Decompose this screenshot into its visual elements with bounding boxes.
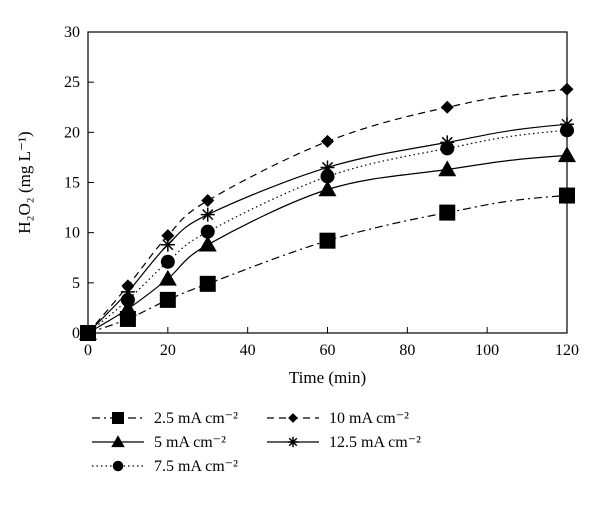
x-tick-label: 80 [399, 342, 415, 359]
legend-item: 7.5 mA cm⁻² [92, 458, 238, 475]
y-axis-label: H₂O₂ (mg L⁻¹) [15, 131, 34, 233]
legend-marker-star [287, 436, 299, 448]
legend-marker-diamond [288, 413, 298, 423]
legend-label: 12.5 mA cm⁻² [329, 434, 421, 451]
legend-label: 5 mA cm⁻² [154, 434, 226, 451]
x-tick-label: 60 [320, 342, 336, 359]
data-point-circle [160, 254, 175, 269]
data-point-triangle [198, 235, 217, 252]
y-tick-label: 25 [64, 74, 80, 91]
data-point-circle [200, 224, 215, 239]
y-tick-label: 10 [64, 225, 80, 242]
legend-marker-triangle [111, 435, 125, 448]
y-tick-label: 30 [64, 24, 80, 41]
legend-label: 7.5 mA cm⁻² [154, 458, 238, 475]
data-point-star [160, 237, 175, 252]
axis-ticks: 0 20 40 60 80 100 120 0 5 10 15 20 25 30 [64, 24, 579, 359]
x-tick-label: 100 [475, 342, 499, 359]
data-point-star [200, 207, 215, 222]
x-tick-label: 0 [84, 342, 92, 359]
data-point-square [439, 204, 456, 221]
data-point-star [440, 135, 455, 150]
data-point-triangle [158, 269, 177, 286]
data-point-diamond [201, 194, 215, 208]
legend: 2.5 mA cm⁻² 5 mA cm⁻² 7.5 mA cm⁻² 10 mA cm⁻… [92, 410, 421, 475]
data-point-triangle [318, 180, 337, 197]
legend-item: 2.5 mA cm⁻² [92, 410, 238, 427]
data-point-triangle [118, 299, 137, 316]
y-tick-label: 0 [72, 325, 80, 342]
data-point-diamond [321, 134, 334, 148]
legend-marker-square [112, 412, 124, 424]
data-point-diamond [161, 229, 175, 243]
x-tick-label: 20 [160, 342, 176, 359]
data-point-diamond [440, 100, 454, 114]
series-line [87, 88, 568, 334]
data-point-square [199, 275, 216, 292]
data-point-square [319, 232, 336, 249]
data-point-star [320, 160, 335, 175]
x-tick-label: 120 [555, 342, 579, 359]
series-markers [79, 82, 576, 341]
x-tick-label: 40 [240, 342, 256, 359]
data-point-circle [320, 169, 335, 184]
data-point-triangle [438, 160, 457, 177]
legend-marker-circle [112, 460, 124, 472]
legend-label: 10 mA cm⁻² [329, 410, 409, 427]
y-tick-label: 5 [72, 275, 80, 292]
y-tick-label: 20 [64, 124, 80, 141]
y-tick-label: 15 [64, 175, 80, 192]
data-point-star [120, 284, 135, 299]
legend-item: 12.5 mA cm⁻² [267, 434, 421, 451]
legend-item: 10 mA cm⁻² [267, 410, 409, 427]
series-line [87, 194, 568, 334]
data-point-square [159, 291, 176, 308]
legend-item: 5 mA cm⁻² [92, 434, 226, 451]
legend-label: 2.5 mA cm⁻² [154, 410, 238, 427]
x-axis-label: Time (min) [289, 368, 366, 387]
